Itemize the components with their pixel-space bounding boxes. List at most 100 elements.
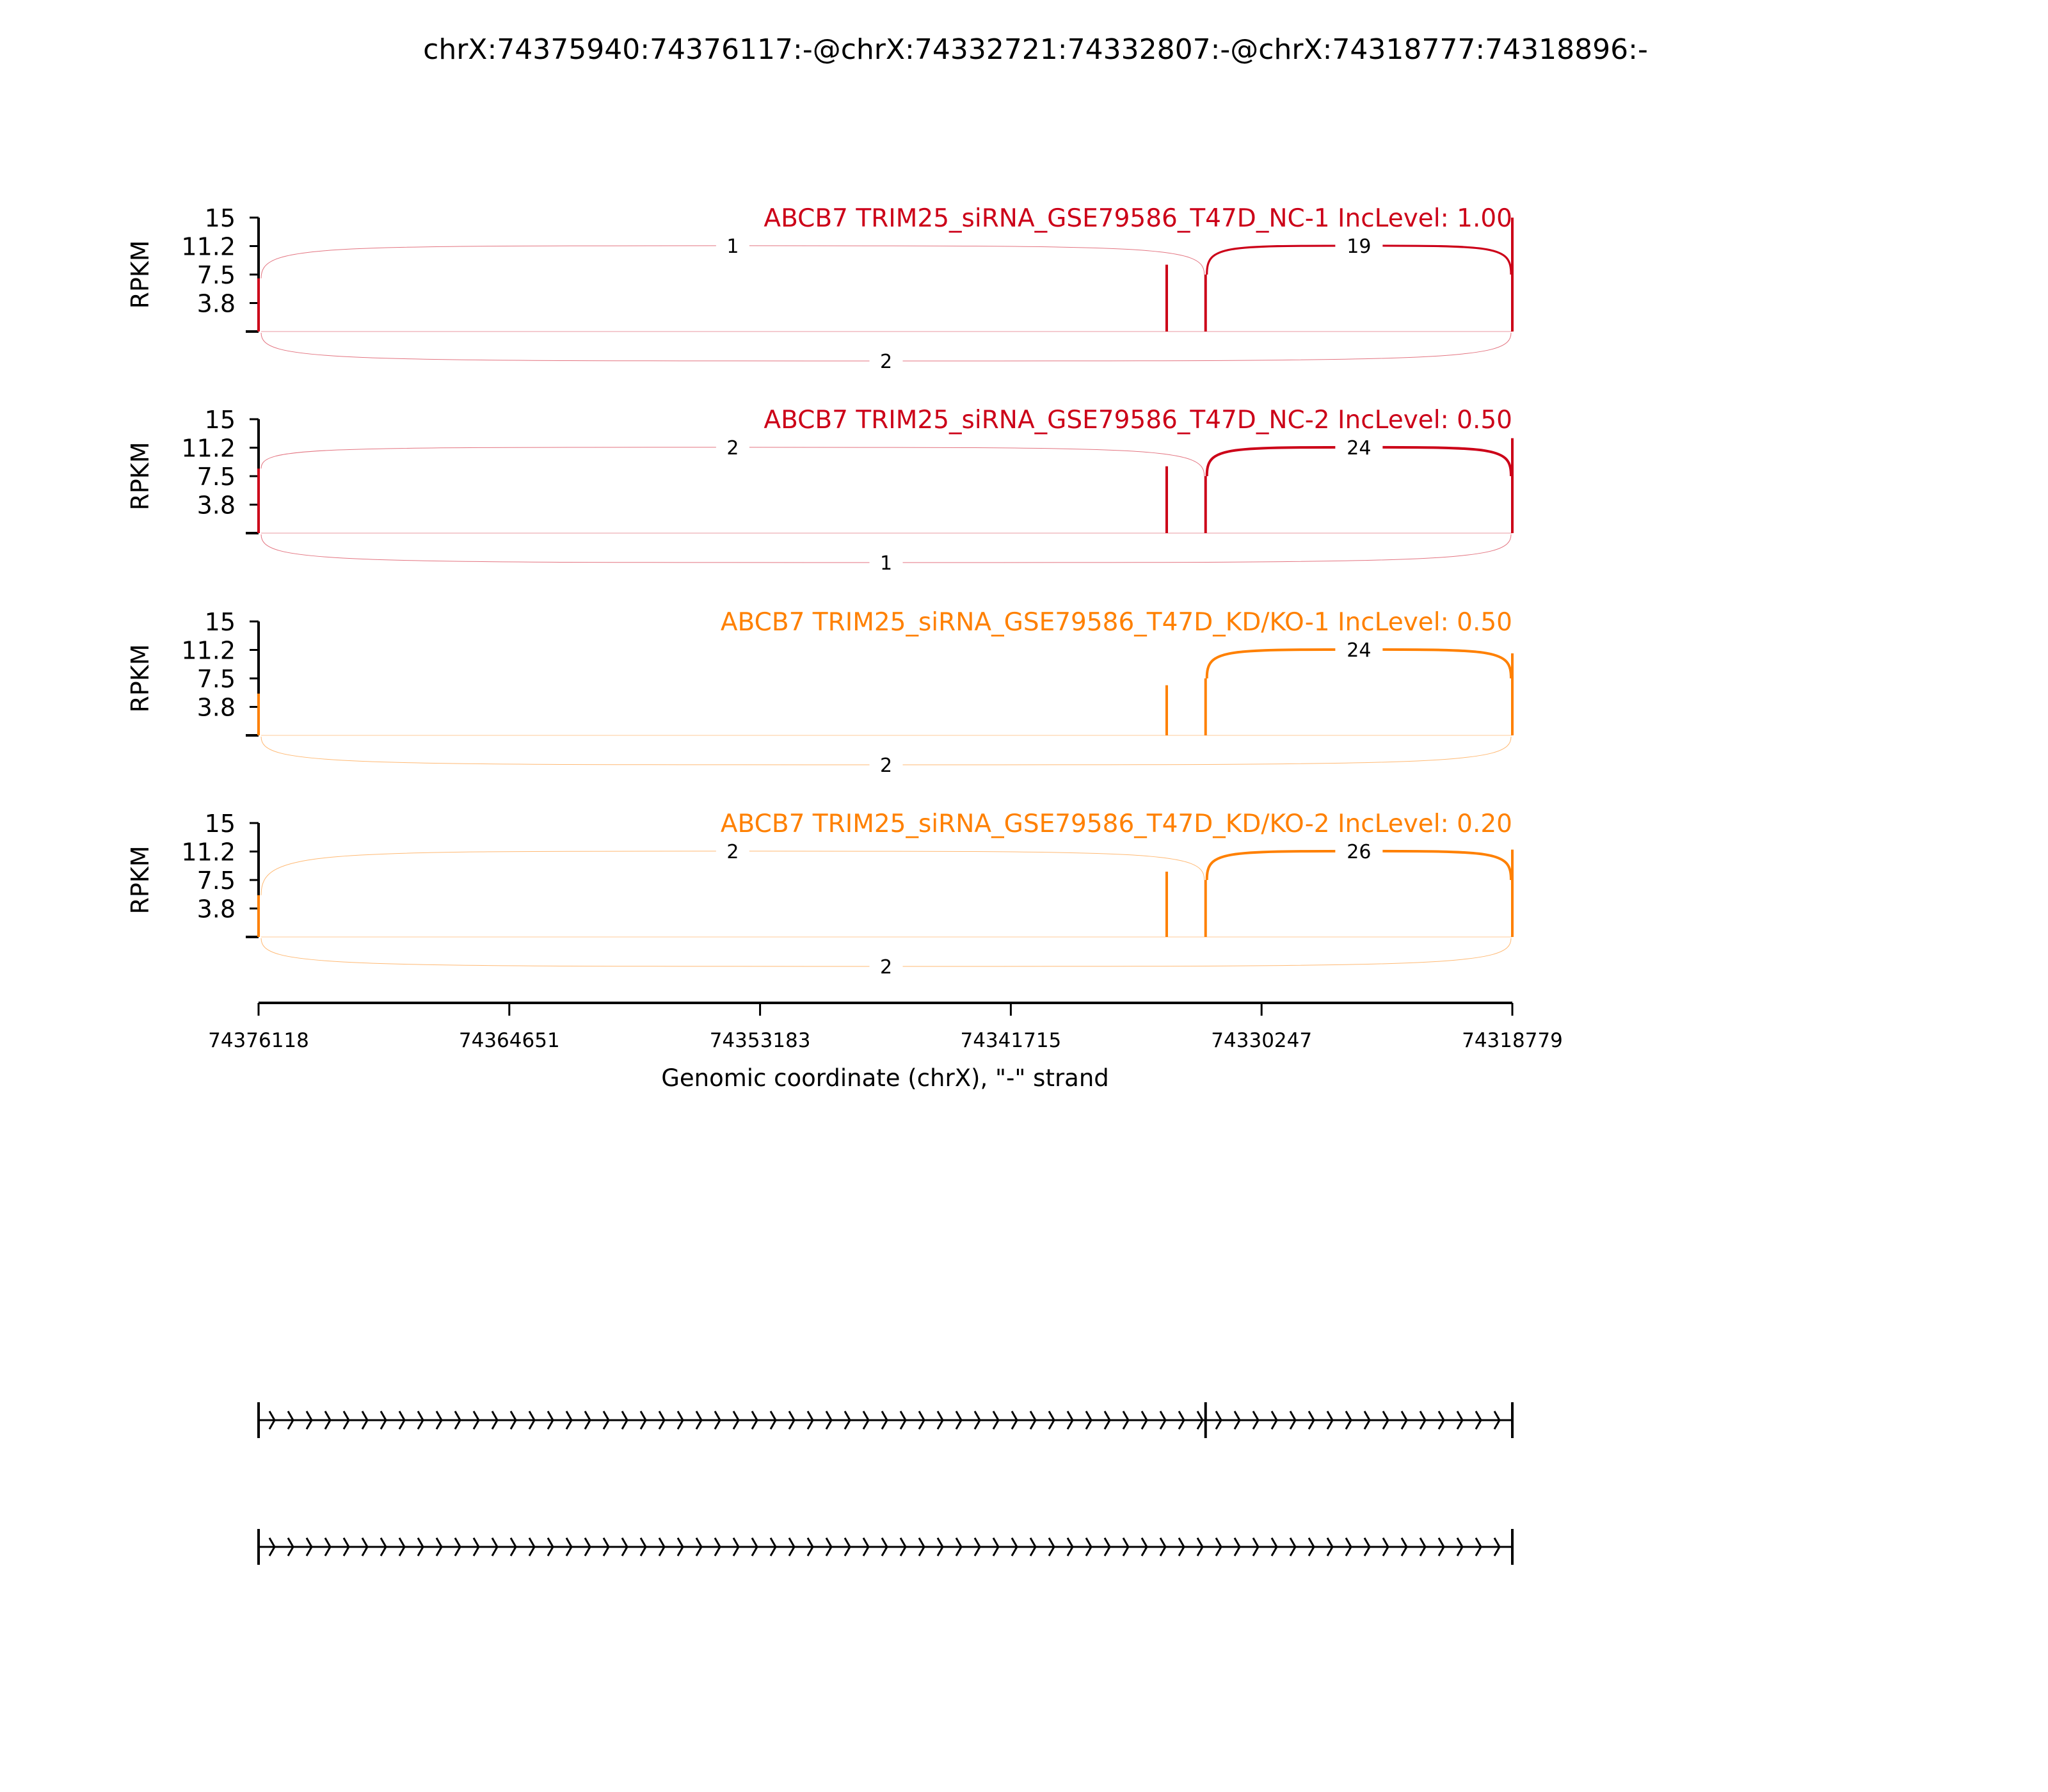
- strand-arrow-icon: [621, 1537, 628, 1556]
- strand-arrow-icon: [1493, 1411, 1501, 1430]
- strand-arrow-icon: [1270, 1411, 1278, 1430]
- x-tick-label: 74376118: [208, 1029, 309, 1052]
- strand-arrow-icon: [1475, 1411, 1482, 1430]
- strand-arrow-icon: [658, 1537, 666, 1556]
- strand-arrow-icon: [1252, 1537, 1260, 1556]
- junction-arc-upstream-downstream-label-bg: [869, 349, 903, 372]
- coverage-bar: [1165, 466, 1168, 533]
- strand-arrow-icon: [454, 1411, 461, 1430]
- x-tick-label: 74330247: [1211, 1029, 1312, 1052]
- strand-arrow-icon: [398, 1411, 406, 1430]
- strand-arrow-icon: [732, 1411, 740, 1430]
- strand-arrow-icon: [1196, 1537, 1204, 1556]
- junction-arc-upstream-skipped-label: 2: [726, 841, 739, 863]
- strand-arrow-icon: [1400, 1537, 1408, 1556]
- strand-arrow-icon: [565, 1411, 573, 1430]
- strand-arrow-icon: [454, 1537, 461, 1556]
- y-tick-label: 3.8: [197, 492, 236, 520]
- strand-arrow-icon: [547, 1411, 554, 1430]
- strand-arrow-icon: [1382, 1411, 1389, 1430]
- coverage-bar: [1165, 685, 1168, 735]
- strand-arrow-icon: [305, 1411, 313, 1430]
- x-tick-label: 74364651: [459, 1029, 560, 1052]
- strand-arrow-icon: [398, 1537, 406, 1556]
- strand-arrow-icon: [1233, 1411, 1241, 1430]
- strand-arrow-icon: [788, 1537, 796, 1556]
- strand-arrow-icon: [1493, 1537, 1501, 1556]
- junction-arc-skipped-downstream-label: 24: [1347, 639, 1371, 662]
- coverage-bar: [1511, 849, 1514, 937]
- y-tick-label: 11.2: [181, 637, 236, 665]
- junction-arc-upstream-skipped-label-bg: [716, 839, 749, 863]
- coverage-bar: [1511, 438, 1514, 533]
- junction-arc-skipped-downstream-label-bg: [1335, 234, 1383, 257]
- x-axis-label: Genomic coordinate (chrX), "-" strand: [661, 1064, 1109, 1092]
- strand-arrow-icon: [1289, 1411, 1297, 1430]
- strand-arrow-icon: [1159, 1411, 1167, 1430]
- strand-arrow-icon: [361, 1411, 369, 1430]
- strand-arrow-icon: [1419, 1411, 1427, 1430]
- y-tick-label: 11.2: [181, 435, 236, 463]
- junction-arc-upstream-downstream-label: 2: [880, 351, 892, 373]
- coverage-bar: [257, 693, 260, 735]
- strand-arrow-icon: [918, 1411, 925, 1430]
- strand-arrow-icon: [881, 1537, 888, 1556]
- x-tick-label: 74353183: [710, 1029, 811, 1052]
- x-tick-label: 74318779: [1462, 1029, 1563, 1052]
- strand-arrow-icon: [881, 1411, 888, 1430]
- y-axis-label: RPKM: [126, 644, 154, 712]
- x-axis: 74376118 74364651 74353183 74341715 74330247…: [208, 1002, 1563, 1052]
- strand-arrow-icon: [918, 1537, 925, 1556]
- strand-arrow-icon: [695, 1411, 703, 1430]
- strand-arrow-icon: [1029, 1411, 1037, 1430]
- y-tick-label: 3.8: [197, 694, 236, 722]
- strand-arrow-icon: [751, 1411, 758, 1430]
- strand-arrow-icon: [1289, 1537, 1297, 1556]
- strand-arrow-icon: [1345, 1411, 1352, 1430]
- strand-arrow-icon: [1122, 1411, 1130, 1430]
- strand-arrow-icon: [1345, 1537, 1352, 1556]
- y-tick-label: 11.2: [181, 233, 236, 261]
- strand-arrow-icon: [380, 1411, 387, 1430]
- strand-arrow-icon: [1103, 1411, 1111, 1430]
- strand-arrow-icon: [324, 1411, 332, 1430]
- strand-arrow-icon: [658, 1411, 666, 1430]
- y-tick-label: 3.8: [197, 290, 236, 318]
- strand-arrow-icon: [1085, 1537, 1092, 1556]
- x-tick-label: 74341715: [961, 1029, 1062, 1052]
- gene-track: [257, 1529, 1514, 1565]
- strand-arrow-icon: [472, 1411, 480, 1430]
- strand-arrow-icon: [491, 1537, 499, 1556]
- strand-arrow-icon: [899, 1411, 907, 1430]
- strand-arrow-icon: [1011, 1537, 1018, 1556]
- strand-arrow-icon: [1270, 1537, 1278, 1556]
- strand-arrow-icon: [769, 1411, 777, 1430]
- panel-title: ABCB7 TRIM25_siRNA_GSE79586_T47D_NC-1 In…: [764, 204, 1512, 233]
- strand-arrow-icon: [1029, 1537, 1037, 1556]
- strand-arrow-icon: [565, 1537, 573, 1556]
- junction-arc-upstream-skipped-label: 2: [726, 437, 739, 460]
- strand-arrow-icon: [825, 1537, 833, 1556]
- coverage-bar: [1204, 275, 1207, 332]
- gene-track: [257, 1402, 1514, 1438]
- strand-arrow-icon: [287, 1411, 294, 1430]
- strand-arrow-icon: [287, 1537, 294, 1556]
- strand-arrow-icon: [973, 1537, 981, 1556]
- strand-arrow-icon: [547, 1537, 554, 1556]
- junction-arc-skipped-downstream-label-bg: [1335, 637, 1383, 661]
- coverage-bar: [1204, 678, 1207, 735]
- strand-arrow-icon: [268, 1537, 276, 1556]
- strand-arrow-icon: [1122, 1537, 1130, 1556]
- strand-arrow-icon: [509, 1537, 517, 1556]
- strand-arrow-icon: [955, 1411, 963, 1430]
- strand-arrow-icon: [751, 1537, 758, 1556]
- junction-arc-upstream-skipped-label-bg: [716, 435, 749, 459]
- strand-arrow-icon: [806, 1411, 814, 1430]
- strand-arrow-icon: [491, 1411, 499, 1430]
- panel-title: ABCB7 TRIM25_siRNA_GSE79586_T47D_KD/KO-1…: [721, 608, 1512, 637]
- coverage-bar: [257, 895, 260, 937]
- strand-arrow-icon: [1419, 1537, 1427, 1556]
